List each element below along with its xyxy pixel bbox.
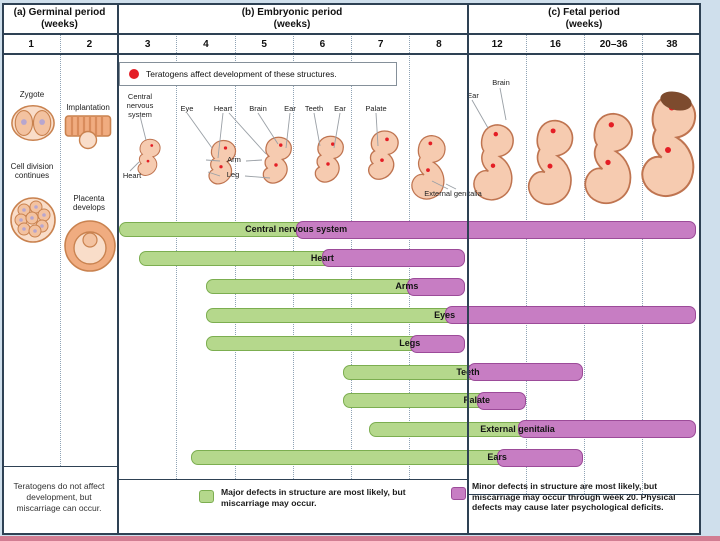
week-header-cell: 8 (436, 38, 442, 50)
week-header-cell: 5 (261, 38, 267, 50)
implantation-label: Implantation (66, 103, 110, 112)
placenta-figure (63, 219, 117, 273)
eye-label: Eye (180, 104, 194, 113)
bar-ears-purple (497, 448, 584, 467)
week-header-cell: 38 (666, 38, 678, 50)
leg-label: Leg (226, 170, 240, 179)
embryonic-grid-bottom-line (117, 479, 468, 480)
bar-arms-purple (406, 277, 466, 296)
teratogen-note-text: Teratogens affect development of these s… (146, 69, 337, 79)
bar-external-genitalia-label: External genitalia (480, 423, 555, 434)
gridline (584, 34, 585, 494)
week-header-cell: 16 (549, 38, 561, 50)
bar-ears-label: Ears (487, 452, 507, 462)
fetal-grid-bottom-line (467, 494, 701, 495)
bar-heart-label: Heart (310, 252, 334, 263)
week-header-cell: 2 (86, 38, 93, 50)
placenta-label: Placenta develops (72, 194, 106, 213)
germinal-period-label: (a) Germinal period (13, 6, 106, 18)
week-header-cell: 6 (319, 38, 326, 50)
green-legend-swatch (199, 490, 214, 503)
bar-eyes-purple (444, 306, 697, 324)
germinal-period-sub: (weeks) (41, 19, 78, 30)
bar-palate-purple (476, 391, 527, 410)
week-row-divider-line (2, 53, 701, 55)
red-dot-icon (129, 69, 139, 79)
fetus-week20-36-figure (577, 108, 639, 208)
fetal-period-header: (c) Fetal period (weeks) (467, 4, 701, 34)
palate-label: Palate (365, 104, 387, 113)
bar-legs-purple (409, 334, 466, 353)
ear-label: Ear (284, 104, 296, 113)
heart-label: Heart (213, 104, 233, 113)
embryonic-period-header: (b) Embryonic period (weeks) (117, 4, 467, 34)
bar-eyes-label: Eyes (434, 309, 456, 320)
header-divider-line (2, 33, 701, 35)
germinal-embryonic-boundary-line (117, 3, 119, 535)
fetus-week38-figure (633, 85, 703, 205)
teeth-label: Teeth (304, 104, 324, 113)
zygote-figure (10, 103, 56, 143)
no-effect-cell-top-line (2, 466, 118, 467)
cns-label: Central nervous system (126, 92, 154, 119)
gridline (59, 34, 61, 466)
arm-label: Arm (227, 155, 241, 164)
morula-figure (9, 196, 57, 244)
fetal-period-sub: (weeks) (565, 19, 603, 30)
week-header-cell: 1 (28, 38, 34, 50)
heart-week3-label: Heart (122, 171, 142, 180)
embryo-week6-figure (309, 132, 347, 188)
bar-central-nervous-system-purple (296, 220, 697, 239)
green-legend-text: Major defects in structure are most like… (221, 487, 406, 508)
brain-label: Brain (249, 104, 267, 113)
ear-week12-label: Ear (467, 91, 479, 100)
brain-week12-label: Brain (492, 78, 510, 87)
bar-external-genitalia-purple (517, 420, 697, 438)
no-effect-note: Teratogens do not affect development, bu… (13, 481, 105, 514)
implantation-figure (64, 114, 112, 150)
embryonic-fetal-boundary-line (467, 3, 469, 535)
zygote-label: Zygote (19, 90, 45, 99)
week-number-row: 1 2 3 4 5 6 7 8 12 16 20–36 38 (2, 35, 701, 53)
teratogen-note-box: Teratogens affect development of these s… (119, 62, 397, 86)
week-header-cell: 20–36 (599, 38, 628, 50)
ear-week6-label: Ear (334, 104, 346, 113)
bar-heart-purple (322, 249, 466, 267)
embryo-week7-figure (362, 126, 402, 186)
embryonic-period-sub: (weeks) (273, 19, 311, 30)
bar-legs-label: Legs (399, 338, 421, 348)
bar-palate-label: Palate (463, 395, 490, 405)
week-header-cell: 3 (144, 38, 151, 50)
purple-legend-text: Minor defects in structure are most like… (472, 481, 676, 513)
fetus-week16-figure (521, 115, 579, 209)
embryonic-period-label: (b) Embryonic period (241, 6, 343, 18)
gridline (642, 34, 644, 494)
week-header-cell: 7 (377, 38, 384, 50)
bottom-accent-strip (0, 536, 720, 541)
gridline (525, 34, 527, 494)
external-genitalia-label: External genitalia (424, 189, 482, 198)
purple-legend-swatch (451, 487, 466, 500)
cell-division-label: Cell division continues (10, 162, 54, 181)
germinal-period-header: (a) Germinal period (weeks) (2, 4, 117, 34)
week-header-cell: 12 (491, 38, 503, 50)
fetal-period-label: (c) Fetal period (548, 6, 620, 18)
bar-arms-label: Arms (395, 281, 419, 291)
embryo-week5-figure (257, 134, 295, 188)
bar-central-nervous-system-label: Central nervous system (245, 224, 348, 234)
week-header-cell: 4 (203, 38, 209, 50)
bar-teeth-purple (468, 363, 584, 381)
